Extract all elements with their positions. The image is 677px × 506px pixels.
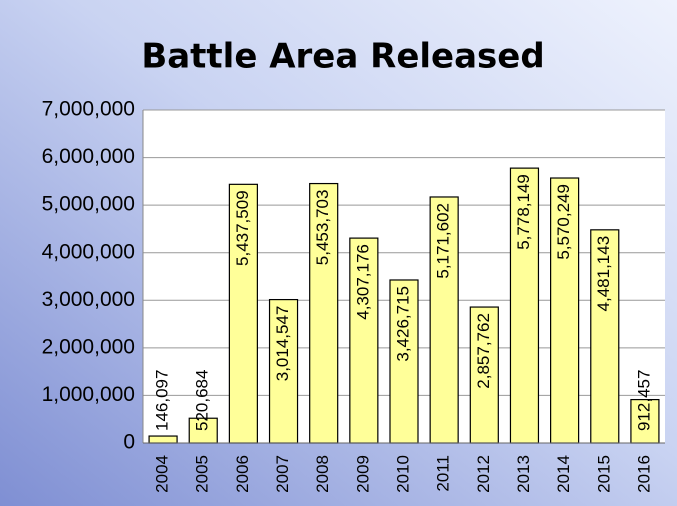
value-label: 3,426,715 [393,286,412,362]
value-label: 5,570,249 [554,184,573,260]
y-tick-label: 6,000,000 [42,145,135,168]
x-tick-label: 2012 [474,455,493,493]
value-label: 4,307,176 [353,244,372,320]
value-label: 5,778,149 [514,174,533,250]
x-tick-label: 2014 [554,455,573,493]
bar [188,417,218,444]
y-tick-label: 5,000,000 [42,193,135,216]
y-tick-label: 1,000,000 [42,383,135,406]
x-tick-label: 2006 [233,455,252,493]
value-label: 5,437,509 [233,190,252,266]
x-tick-label: 2015 [594,455,613,493]
value-label: 146,097 [153,370,172,431]
value-label: 4,481,143 [594,236,613,312]
y-tick-label: 0 [123,431,135,454]
bar [309,182,339,444]
bar [268,298,299,444]
y-tick-label: 3,000,000 [42,288,135,311]
x-tick-label: 2016 [634,455,653,493]
bar [469,306,499,444]
x-tick-label: 2011 [434,455,453,492]
y-tick-label: 7,000,000 [42,98,135,121]
value-label: 5,453,703 [313,190,332,266]
bar [148,435,178,444]
x-tick-label: 2005 [193,455,212,493]
value-label: 3,014,547 [273,306,292,382]
bar [590,229,620,444]
value-label: 2,857,762 [474,313,493,389]
x-tick-label: 2013 [514,455,533,493]
bar [630,398,660,444]
value-label: 5,171,602 [434,203,453,279]
bar [228,183,258,444]
bar [509,167,540,444]
x-tick-label: 2004 [153,455,172,493]
value-label: 520,684 [193,370,212,431]
chart-title: Battle Area Released [141,37,544,77]
x-tick-label: 2007 [273,455,292,493]
bar [550,177,580,444]
x-tick-label: 2009 [353,455,372,493]
x-tick-label: 2010 [393,455,412,493]
y-tick-label: 4,000,000 [42,240,135,263]
value-label: 912,457 [634,370,653,431]
x-tick-label: 2008 [313,455,332,493]
y-tick-label: 2,000,000 [42,335,135,358]
